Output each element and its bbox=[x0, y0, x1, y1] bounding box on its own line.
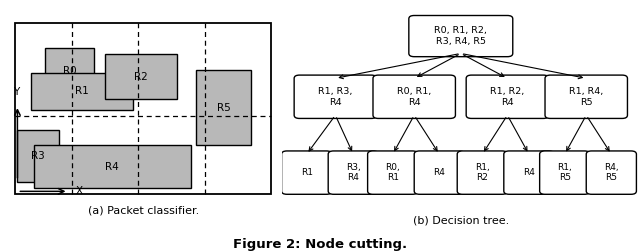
Text: R4: R4 bbox=[106, 162, 119, 172]
Bar bbox=[196, 71, 252, 145]
Text: R0,
R1: R0, R1 bbox=[385, 163, 400, 182]
Text: R1,
R2: R1, R2 bbox=[475, 163, 490, 182]
Text: R0: R0 bbox=[63, 67, 77, 77]
FancyBboxPatch shape bbox=[367, 151, 418, 194]
FancyBboxPatch shape bbox=[294, 75, 376, 118]
Text: (b) Decision tree.: (b) Decision tree. bbox=[413, 215, 509, 225]
Text: R1, R3,
R4: R1, R3, R4 bbox=[318, 87, 353, 107]
Text: R0, R1, R2,
R3, R4, R5: R0, R1, R2, R3, R4, R5 bbox=[435, 26, 487, 46]
Bar bbox=[31, 73, 133, 110]
Text: R3: R3 bbox=[31, 151, 45, 161]
Text: R0, R1,
R4: R0, R1, R4 bbox=[397, 87, 431, 107]
Text: X: X bbox=[76, 186, 83, 196]
Text: Figure 2: Node cutting.: Figure 2: Node cutting. bbox=[233, 238, 407, 251]
FancyBboxPatch shape bbox=[545, 75, 627, 118]
FancyBboxPatch shape bbox=[414, 151, 465, 194]
FancyBboxPatch shape bbox=[328, 151, 378, 194]
FancyBboxPatch shape bbox=[466, 75, 548, 118]
Text: (a) Packet classifier.: (a) Packet classifier. bbox=[88, 206, 200, 216]
FancyBboxPatch shape bbox=[504, 151, 554, 194]
Bar bbox=[106, 54, 177, 99]
Text: R4: R4 bbox=[523, 168, 535, 177]
FancyBboxPatch shape bbox=[457, 151, 508, 194]
Text: R2: R2 bbox=[134, 72, 148, 82]
FancyBboxPatch shape bbox=[282, 151, 332, 194]
Bar bbox=[45, 48, 95, 95]
FancyBboxPatch shape bbox=[540, 151, 590, 194]
Bar bbox=[15, 23, 271, 195]
Text: Y: Y bbox=[13, 87, 19, 97]
Text: R1: R1 bbox=[301, 168, 313, 177]
Text: R4: R4 bbox=[433, 168, 445, 177]
Text: R5: R5 bbox=[217, 103, 230, 113]
Text: R1, R2,
R4: R1, R2, R4 bbox=[490, 87, 525, 107]
FancyBboxPatch shape bbox=[586, 151, 636, 194]
Text: R1, R4,
R5: R1, R4, R5 bbox=[569, 87, 604, 107]
Bar bbox=[34, 145, 191, 188]
Text: R1: R1 bbox=[76, 86, 89, 96]
Text: R4,
R5: R4, R5 bbox=[604, 163, 619, 182]
Bar bbox=[17, 130, 59, 182]
Text: R1,
R5: R1, R5 bbox=[557, 163, 572, 182]
FancyBboxPatch shape bbox=[373, 75, 456, 118]
FancyBboxPatch shape bbox=[409, 16, 513, 57]
Text: R3,
R4: R3, R4 bbox=[346, 163, 361, 182]
